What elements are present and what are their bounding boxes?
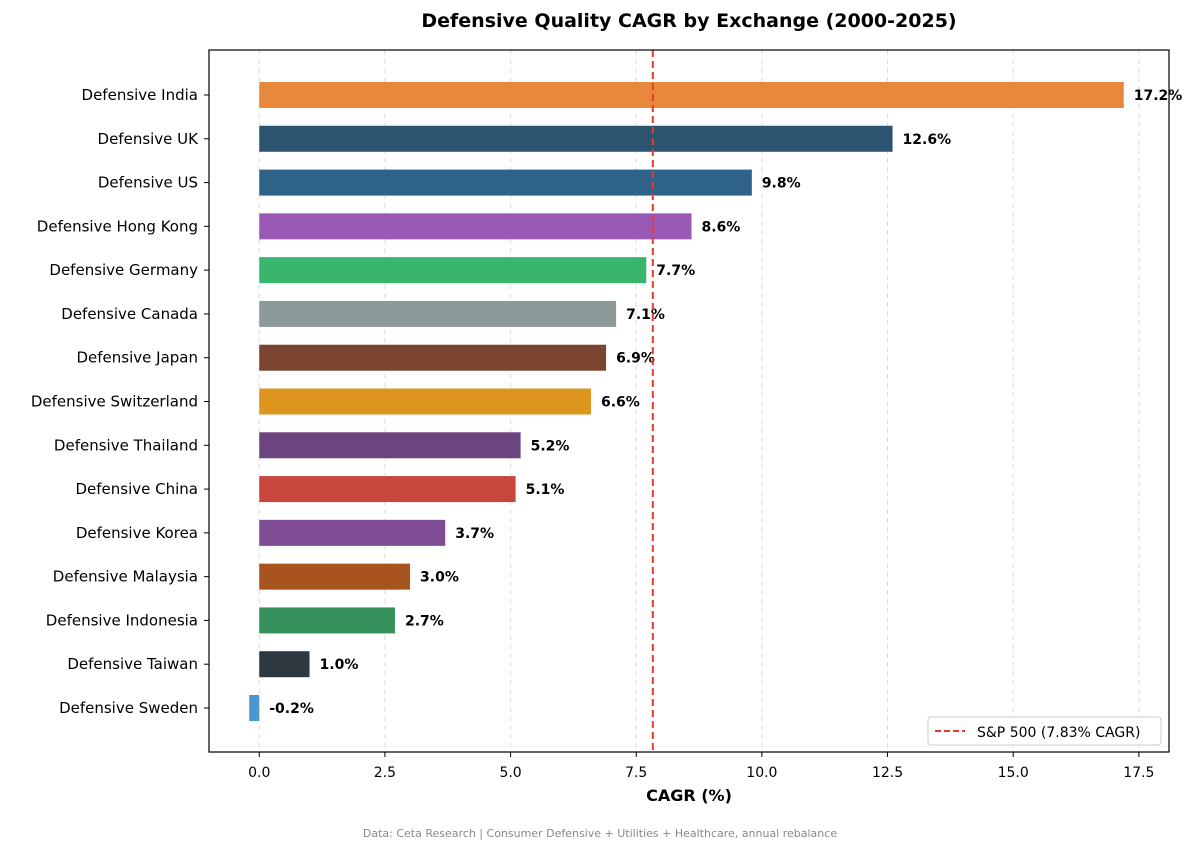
y-tick-label: Defensive Thailand xyxy=(54,436,198,454)
bar xyxy=(259,519,446,546)
bar xyxy=(259,257,647,284)
y-tick-label: Defensive Sweden xyxy=(59,699,198,717)
x-tick-label: 17.5 xyxy=(1123,765,1154,781)
x-tick-label: 10.0 xyxy=(746,765,777,781)
bar xyxy=(259,607,395,634)
y-tick-label: Defensive Indonesia xyxy=(46,611,198,629)
x-tick-label: 7.5 xyxy=(625,765,647,781)
x-tick-label: 15.0 xyxy=(998,765,1029,781)
x-tick-label: 2.5 xyxy=(374,765,396,781)
data-label: 7.7% xyxy=(656,263,695,279)
y-tick-label: Defensive UK xyxy=(98,130,200,148)
data-label: 8.6% xyxy=(702,219,741,235)
y-tick-label: Defensive Germany xyxy=(49,261,198,279)
bar xyxy=(259,651,310,678)
x-tick-label: 12.5 xyxy=(872,765,903,781)
data-label: 17.2% xyxy=(1134,88,1183,104)
data-label: 3.0% xyxy=(420,570,459,586)
bar xyxy=(259,476,516,503)
data-label: 1.0% xyxy=(320,657,359,673)
bar xyxy=(259,563,411,590)
y-tick-label: Defensive US xyxy=(98,174,198,192)
y-tick-label: Defensive Hong Kong xyxy=(37,217,198,235)
chart-title: Defensive Quality CAGR by Exchange (2000… xyxy=(421,10,956,32)
data-label: 9.8% xyxy=(762,176,801,192)
y-tick-label: Defensive Japan xyxy=(77,349,199,367)
legend: S&P 500 (7.83% CAGR) xyxy=(927,716,1162,746)
bar xyxy=(259,169,752,196)
data-label: 7.1% xyxy=(626,307,665,323)
y-tick-label: Defensive India xyxy=(82,86,198,104)
data-label: -0.2% xyxy=(269,701,314,717)
data-label: 6.9% xyxy=(616,351,655,367)
bar xyxy=(259,344,607,371)
x-axis-label: CAGR (%) xyxy=(646,786,732,805)
data-label: 2.7% xyxy=(405,613,444,629)
bar xyxy=(259,388,591,415)
bar xyxy=(259,300,617,327)
y-tick-label: Defensive Taiwan xyxy=(67,655,198,673)
y-tick-label: Defensive Switzerland xyxy=(31,393,198,411)
legend-label: S&P 500 (7.83% CAGR) xyxy=(977,725,1140,741)
bar xyxy=(259,213,692,240)
y-tick-label: Defensive Korea xyxy=(76,524,198,542)
data-label: 5.2% xyxy=(531,438,570,454)
bar xyxy=(249,695,260,721)
data-label: 5.1% xyxy=(526,482,565,498)
data-label: 6.6% xyxy=(601,395,640,411)
y-tick-label: Defensive Malaysia xyxy=(53,568,198,586)
x-tick-label: 0.0 xyxy=(248,765,270,781)
bar xyxy=(259,82,1124,108)
footnote: Data: Ceta Research | Consumer Defensive… xyxy=(363,827,837,840)
y-tick-label: Defensive China xyxy=(76,480,199,498)
y-tick-label: Defensive Canada xyxy=(61,305,198,323)
data-label: 12.6% xyxy=(903,132,952,148)
bar xyxy=(259,125,893,152)
bar xyxy=(259,432,521,459)
data-label: 3.7% xyxy=(455,526,494,542)
x-tick-label: 5.0 xyxy=(499,765,521,781)
